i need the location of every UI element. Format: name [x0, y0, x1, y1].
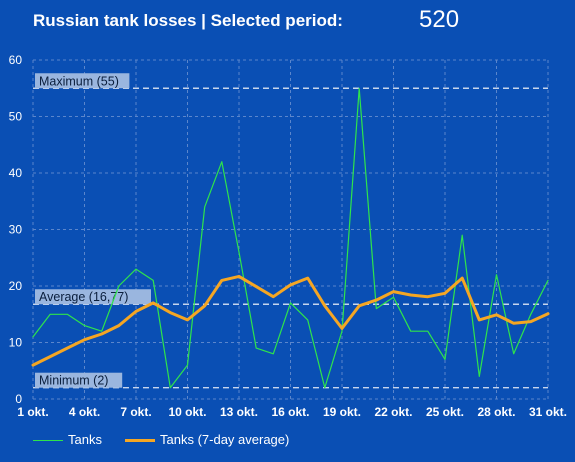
- x-tick-label: 7 okt.: [120, 405, 151, 419]
- series-line-tanks: [32, 87, 549, 389]
- y-tick-label: 30: [9, 223, 23, 237]
- y-tick-label: 20: [9, 279, 23, 293]
- x-tick-label: 28 okt.: [477, 405, 515, 419]
- legend-swatch-tanks-average: [125, 439, 155, 442]
- x-tick-label: 31 okt.: [529, 405, 567, 419]
- y-tick-label: 60: [9, 53, 23, 67]
- x-tick-label: 19 okt.: [323, 405, 361, 419]
- x-tick-label: 4 okt.: [69, 405, 100, 419]
- header: Russian tank losses | Selected period: 5…: [0, 0, 575, 44]
- reference-label: Average (16,77): [39, 290, 128, 304]
- y-tick-label: 10: [9, 336, 23, 350]
- x-tick-label: 1 okt.: [17, 405, 48, 419]
- total-value: 520: [419, 6, 460, 33]
- legend-label-tanks-average[interactable]: Tanks (7-day average): [160, 432, 290, 447]
- x-tick-label: 10 okt.: [168, 405, 206, 419]
- x-tick-label: 16 okt.: [271, 405, 309, 419]
- reference-label: Minimum (2): [39, 374, 108, 388]
- legend-swatch-tanks: [33, 440, 63, 441]
- reference-label-box: [35, 73, 130, 89]
- reference-label-box: [35, 372, 123, 388]
- y-tick-label: 0: [15, 392, 22, 406]
- reference-label-box: [35, 289, 151, 305]
- chart-title: Russian tank losses | Selected period:: [33, 11, 343, 30]
- x-tick-label: 25 okt.: [426, 405, 464, 419]
- legend: Tanks Tanks (7-day average): [0, 425, 575, 455]
- x-tick-label: 22 okt.: [374, 405, 412, 419]
- legend-label-tanks[interactable]: Tanks: [68, 432, 102, 447]
- x-tick-label: 13 okt.: [220, 405, 258, 419]
- y-tick-label: 40: [9, 166, 23, 180]
- series-line-tanks-average: [31, 274, 550, 367]
- y-tick-label: 50: [9, 110, 23, 124]
- reference-label: Maximum (55): [39, 74, 119, 88]
